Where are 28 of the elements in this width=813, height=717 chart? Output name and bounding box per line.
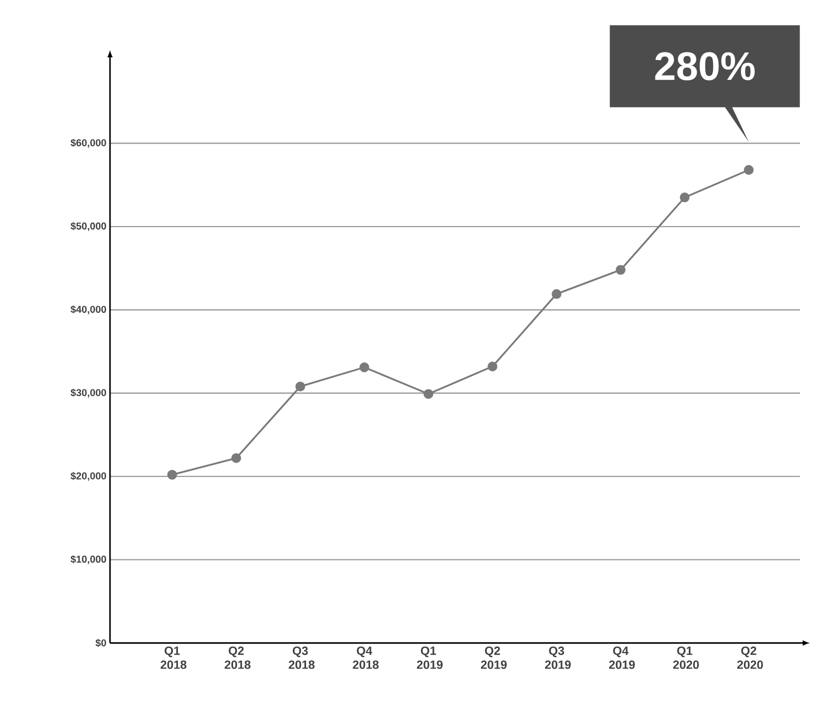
point bbox=[295, 382, 306, 392]
x-tick-label: Q1 2018 bbox=[160, 646, 186, 669]
point bbox=[359, 362, 370, 372]
x-tick-label: Q4 2019 bbox=[609, 646, 635, 669]
point bbox=[424, 389, 434, 399]
x-tick-label: Q1 2019 bbox=[416, 646, 443, 669]
x-tick-label: Q4 2018 bbox=[352, 646, 379, 669]
x-tick-label: Q2 2018 bbox=[224, 646, 250, 669]
point bbox=[744, 165, 754, 175]
y-tick-label: $50,000 bbox=[70, 222, 106, 232]
y-tick-label: $10,000 bbox=[70, 555, 106, 564]
y-tick-label: $40,000 bbox=[70, 305, 106, 314]
point bbox=[488, 362, 498, 372]
point bbox=[680, 192, 690, 202]
x-tick-label: Q3 2019 bbox=[545, 646, 571, 669]
y-tick-label: $20,000 bbox=[70, 472, 106, 481]
x-tick-label: Q2 2020 bbox=[737, 646, 763, 669]
x-tick-label: Q1 2020 bbox=[673, 646, 699, 669]
y-tick-label: $60,000 bbox=[70, 138, 106, 148]
annotation: 280% bbox=[655, 52, 755, 80]
point bbox=[552, 289, 562, 299]
y-tick-label: $30,000 bbox=[70, 388, 106, 398]
point bbox=[231, 453, 242, 463]
x-tick-label: Q2 2019 bbox=[480, 646, 507, 669]
point bbox=[616, 264, 626, 275]
x-tick-label: Q3 2018 bbox=[288, 646, 315, 669]
point bbox=[167, 470, 178, 480]
y-tick-label: $0 bbox=[96, 638, 106, 648]
